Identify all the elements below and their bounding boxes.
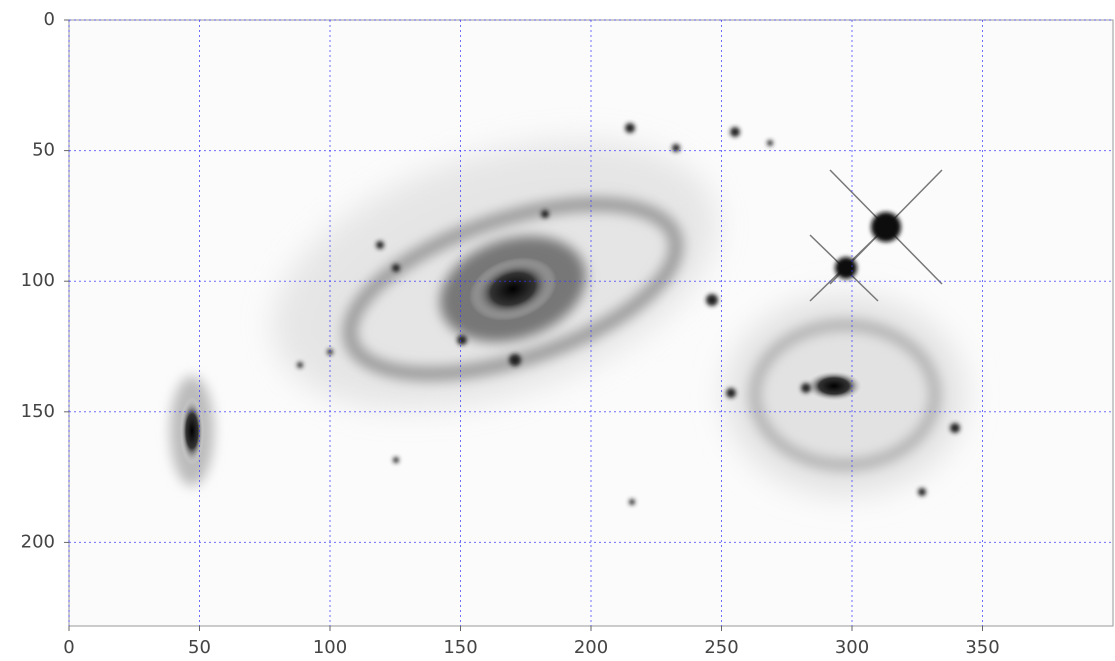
x-tick-label: 0 <box>63 637 74 658</box>
chart: 0 50 100 150 200 250 300 350 0 50 100 150 200 <box>0 0 1115 661</box>
y-tick-label: 0 <box>44 9 55 30</box>
x-tick-label: 300 <box>835 637 869 658</box>
x-tick-label: 250 <box>704 637 738 658</box>
x-tick-label: 100 <box>313 637 347 658</box>
y-tick-label: 200 <box>21 531 55 552</box>
y-tick-label: 100 <box>21 270 55 291</box>
x-tick-label: 350 <box>965 637 999 658</box>
page: 050100150200250300350050100150200 (() =>… <box>0 0 1115 661</box>
y-tick-label: 150 <box>21 401 55 422</box>
x-tick-label: 200 <box>574 637 608 658</box>
x-tick-label: 150 <box>443 637 477 658</box>
x-tick-label: 50 <box>188 637 211 658</box>
y-tick-label: 50 <box>32 140 55 161</box>
